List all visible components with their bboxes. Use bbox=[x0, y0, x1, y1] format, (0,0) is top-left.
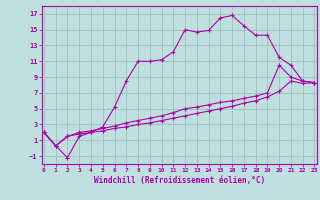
X-axis label: Windchill (Refroidissement éolien,°C): Windchill (Refroidissement éolien,°C) bbox=[94, 176, 265, 185]
